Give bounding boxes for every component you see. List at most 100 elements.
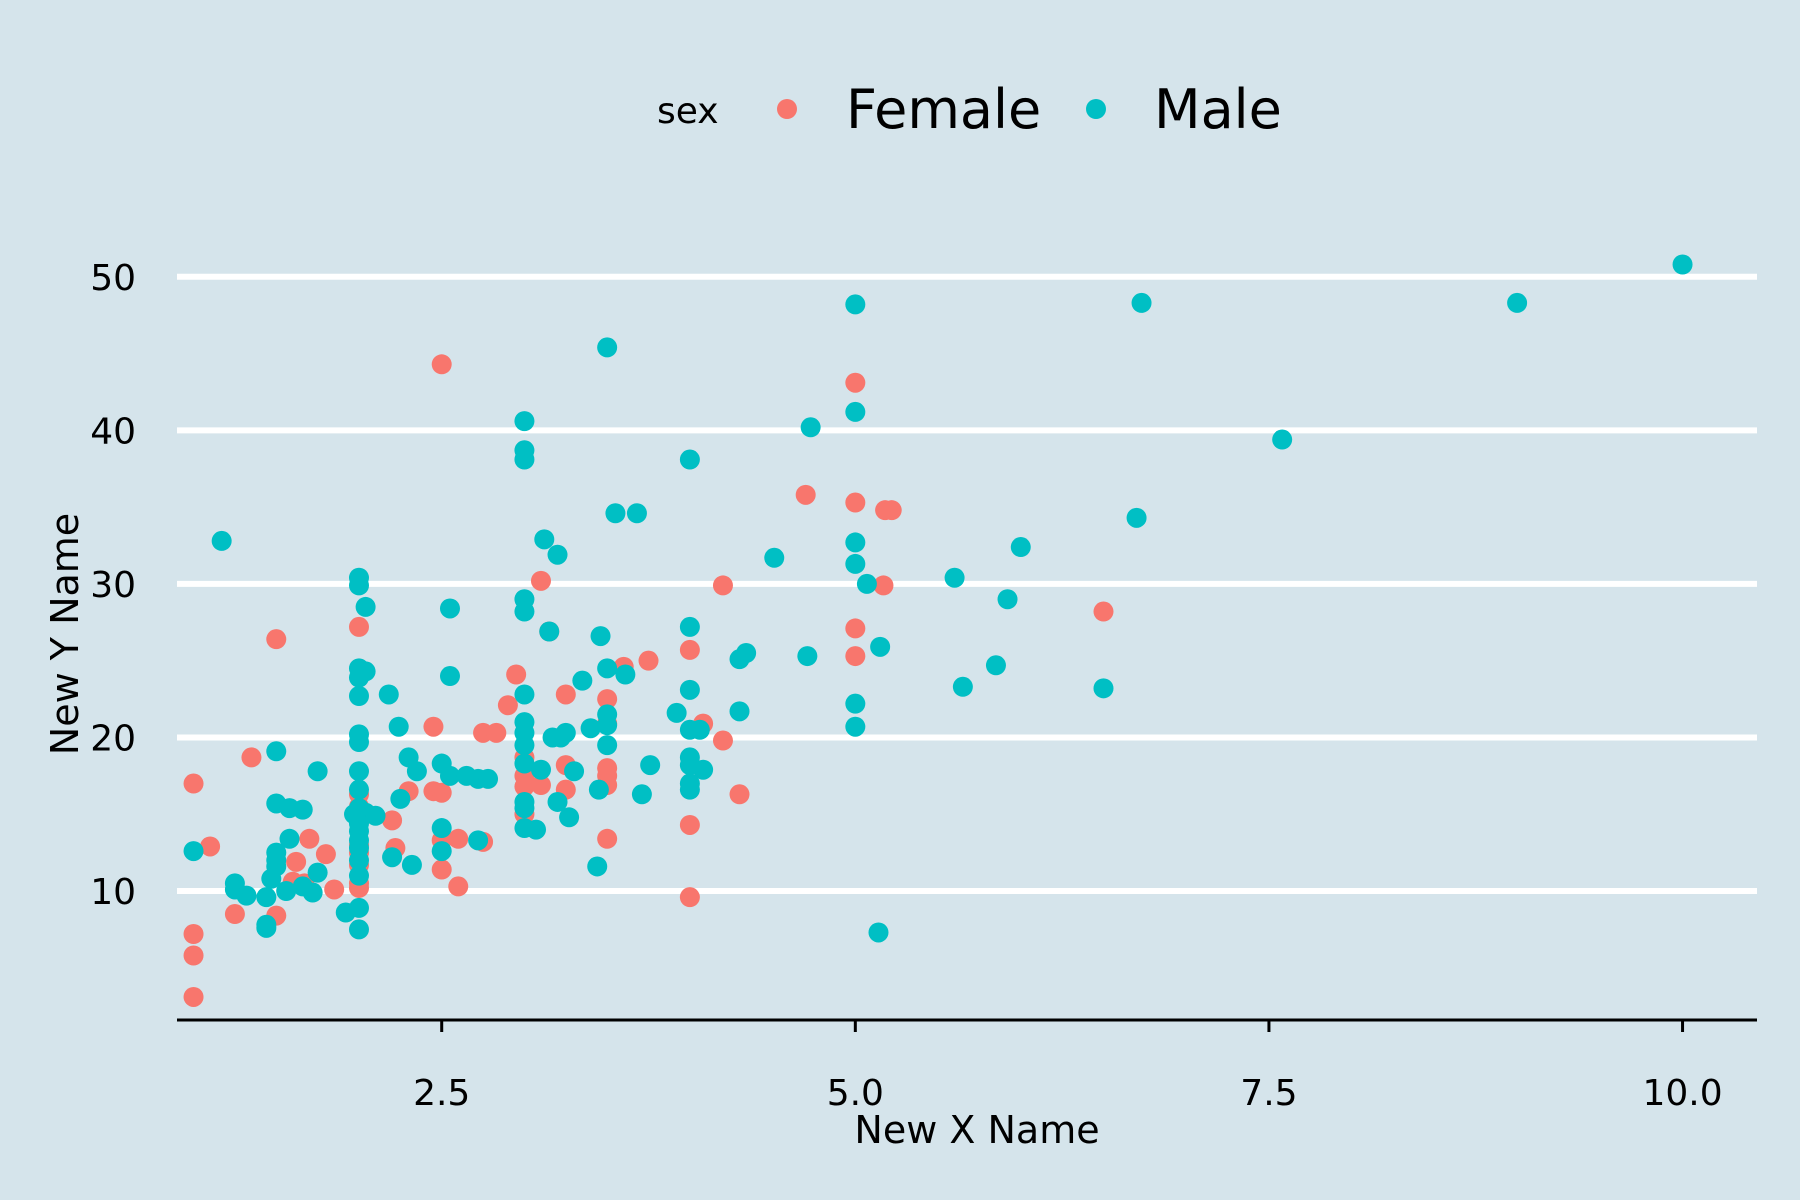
point-female [679,887,700,908]
point-male [845,294,866,315]
point-female [506,664,527,685]
point-female [448,828,469,849]
point-male [547,544,568,565]
point-male [679,449,700,470]
point-female [324,879,345,900]
point-male [348,865,369,886]
point-male [183,841,204,862]
x-axis-ticks: 2.5 5.0 7.5 10.0 [413,1020,1723,1114]
point-female [241,747,262,768]
point-female [200,836,221,857]
point-male [564,761,585,782]
point-female [679,639,700,660]
point-male [845,532,866,553]
point-male [1507,292,1528,313]
point-male [845,716,866,737]
point-male [406,761,427,782]
x-tick-label: 10.0 [1642,1073,1722,1114]
point-male [845,693,866,714]
point-male [439,765,460,786]
point-female [712,575,733,596]
x-axis-title: New X Name [854,1108,1099,1152]
point-male [292,799,313,820]
point-male [588,779,609,800]
x-tick-label: 2.5 [413,1073,470,1114]
y-tick-label: 40 [90,411,136,452]
point-male [534,529,555,550]
point-male [348,779,369,800]
point-male [590,626,611,647]
point-female [845,618,866,639]
point-male [626,503,647,524]
point-male [401,854,422,875]
point-male [572,670,593,691]
legend-label-female: Female [846,78,1041,141]
point-male [439,666,460,687]
point-male [597,735,618,756]
point-male [1672,254,1693,275]
point-male [390,788,411,809]
point-male [526,819,547,840]
point-female [514,776,535,797]
point-female [224,904,245,925]
point-male [539,621,560,642]
point-male [952,676,973,697]
point-male [679,779,700,800]
point-female [597,689,618,710]
point-female [530,775,551,796]
point-male [256,914,277,935]
point-male [580,718,601,739]
point-male [514,449,535,470]
legend-key-female [777,99,797,119]
point-female [183,945,204,966]
point-male [530,759,551,780]
point-male [597,337,618,358]
series-male [183,254,1693,943]
point-male [514,798,535,819]
series-female [183,354,1114,1007]
gridlines [177,273,1757,895]
point-male [514,753,535,774]
point-female [881,500,902,521]
point-male [679,616,700,637]
point-male [348,575,369,596]
point-female [315,844,336,865]
point-male [276,881,297,902]
point-female [845,492,866,513]
point-female [382,810,403,831]
point-male [256,887,277,908]
point-female [729,784,750,805]
point-female [431,859,452,880]
point-male [348,850,369,871]
point-female [183,924,204,945]
point-male [605,503,626,524]
point-male [1126,507,1147,528]
point-male [679,679,700,700]
point-male [266,856,287,877]
point-male [514,411,535,432]
point-female [266,629,287,650]
point-female [183,773,204,794]
point-female [845,372,866,393]
point-male [378,684,399,705]
point-male [1010,537,1031,558]
point-male [559,807,580,828]
point-male [870,636,891,657]
point-male [439,598,460,619]
point-female [286,851,307,872]
y-tick-label: 30 [90,565,136,606]
y-tick-label: 10 [90,872,136,913]
point-male [1131,292,1152,313]
point-male [468,830,489,851]
point-male [597,658,618,679]
point-female [497,695,518,716]
point-male [388,716,409,737]
point-male [355,596,376,617]
point-female [431,782,452,803]
y-tick-label: 50 [90,258,136,299]
point-male [514,735,535,756]
point-male [631,784,652,805]
legend-key-male [1086,99,1106,119]
legend: sex Female Male [657,78,1282,141]
